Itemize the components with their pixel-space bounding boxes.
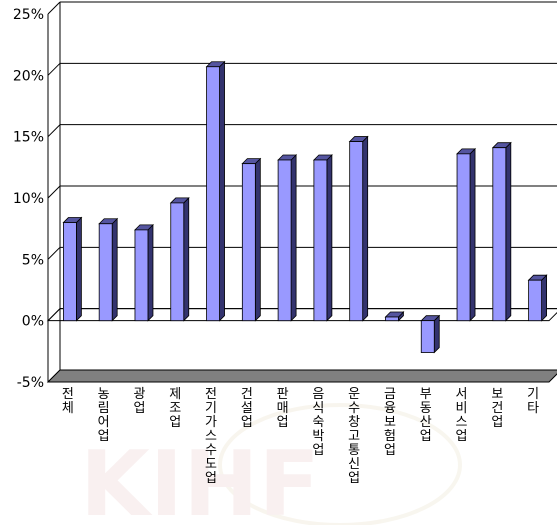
y-tick-label: 15% — [13, 130, 44, 146]
bar — [62, 216, 83, 322]
svg-text:KIHF: KIHF — [80, 432, 320, 525]
bar-front — [385, 316, 399, 322]
bar-side — [75, 216, 82, 322]
bar-front — [62, 222, 77, 322]
bar-side — [326, 154, 333, 322]
bar — [456, 147, 477, 322]
bar-front — [313, 159, 328, 322]
bar-front — [528, 279, 543, 322]
gridline-connector — [47, 124, 61, 138]
bar-front — [206, 66, 220, 322]
x-category-labels: 전 체 농 림 어 업 광 업 제 조 업 전 기 가 스 수 도 업 건 설 업 판 매 업 음 식 숙 박 업 운 수 창 고 통 신 업 금 융 보 험… — [62, 387, 539, 486]
gridline-connector — [47, 185, 61, 199]
gridline-connector — [47, 246, 61, 260]
y-tick-label: 10% — [13, 191, 44, 207]
bar-front — [492, 147, 507, 322]
bar — [348, 135, 369, 322]
bar-front — [349, 141, 364, 322]
bar-side — [254, 157, 261, 322]
bar-front — [420, 320, 435, 353]
y-tick-label: 0% — [22, 314, 44, 330]
bar-side — [290, 154, 297, 322]
bar-front — [98, 223, 113, 322]
bar — [169, 196, 190, 322]
bar-side — [505, 141, 512, 322]
grid-layer — [47, 1, 557, 383]
watermark-logo: KIHF — [80, 403, 462, 529]
bar-side — [111, 217, 118, 322]
y-tick-labels: 25% 20% 15% 10% 5% 0% -5% — [13, 7, 44, 391]
bar — [491, 141, 512, 322]
bar — [277, 154, 298, 322]
bar-side — [433, 314, 440, 354]
bar — [98, 217, 119, 322]
bar-front — [456, 153, 471, 322]
bar — [420, 314, 441, 354]
axis-layer — [46, 2, 557, 383]
bar — [527, 274, 548, 322]
bars-layer — [62, 60, 548, 354]
gridline-connector — [47, 1, 61, 15]
bar-side — [541, 274, 548, 322]
bar-side — [362, 135, 369, 322]
bar — [312, 154, 333, 322]
bar-side — [183, 196, 190, 322]
zero-plane — [46, 308, 557, 322]
bar — [384, 311, 405, 322]
bar — [133, 223, 154, 322]
bar-front — [170, 202, 185, 322]
chart-floor — [46, 369, 557, 383]
y-tick-label: 5% — [22, 252, 44, 268]
y-tick-label: -5% — [17, 375, 44, 391]
bar-front — [241, 163, 256, 322]
bar-front — [277, 159, 292, 322]
bar — [241, 157, 262, 322]
bar-side — [469, 147, 476, 322]
y-tick-label: 20% — [13, 68, 44, 84]
bar — [205, 60, 226, 322]
bar-side — [147, 223, 154, 322]
gridline-connector — [47, 62, 61, 76]
bar-front — [134, 229, 149, 322]
y-tick-label: 25% — [13, 7, 44, 23]
bar-side — [219, 60, 225, 322]
